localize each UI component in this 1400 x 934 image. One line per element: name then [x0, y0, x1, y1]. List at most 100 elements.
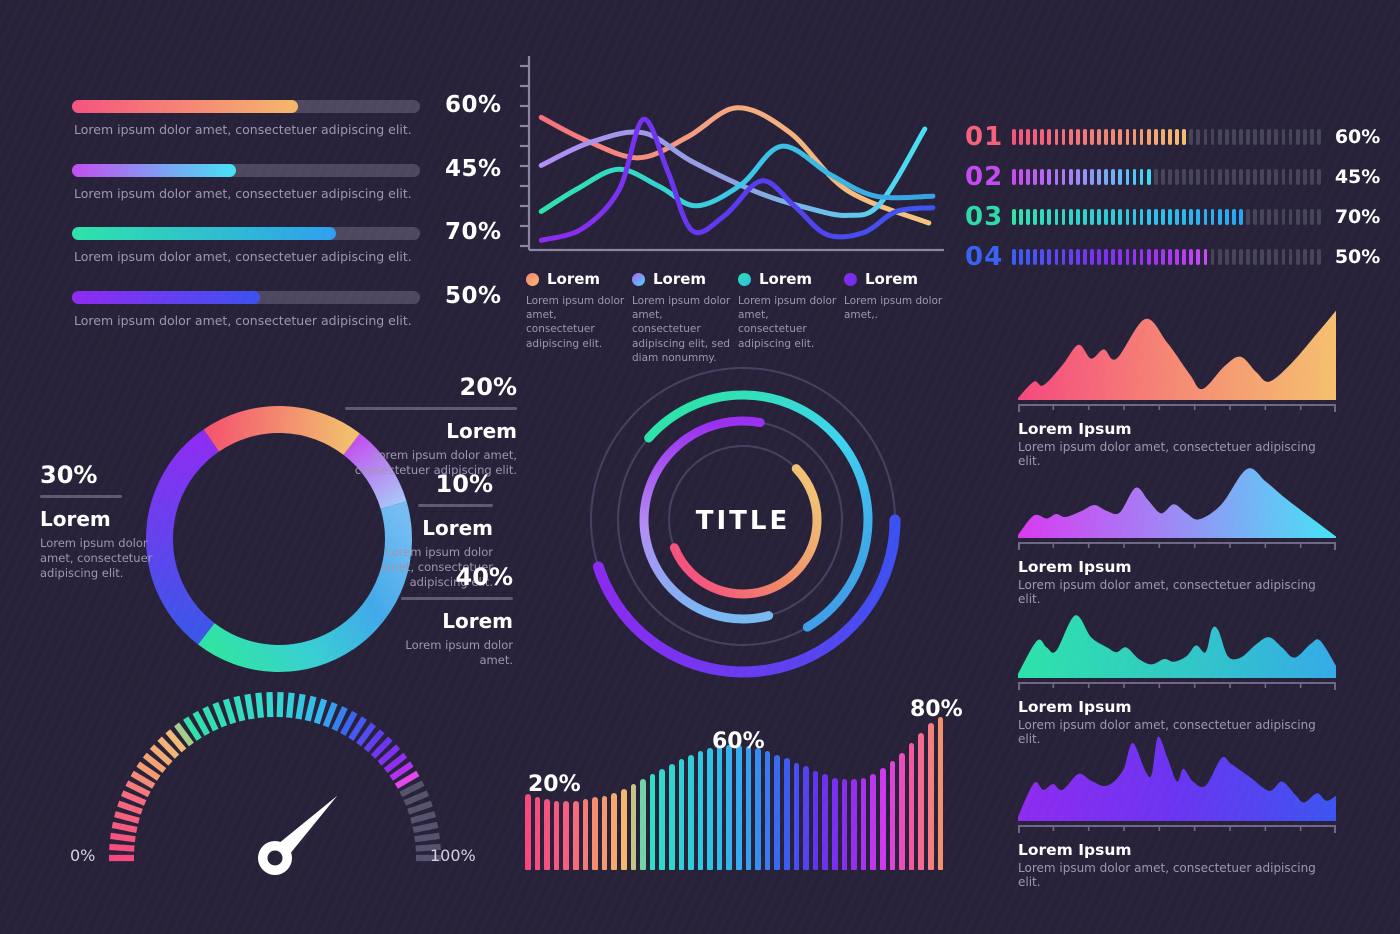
tick-off: [1260, 169, 1265, 185]
tick-on: [1068, 129, 1073, 145]
tick-on: [1033, 129, 1038, 145]
tick-on: [1153, 209, 1158, 225]
wave-bar: [870, 774, 876, 870]
progress-value: 50%: [445, 283, 502, 310]
progress-value: 45%: [445, 155, 502, 182]
gauge-tick: [149, 744, 173, 766]
tick-off: [1217, 169, 1222, 185]
label-divider: [401, 597, 513, 600]
tick-off: [1295, 209, 1300, 225]
tick-off: [1281, 129, 1286, 145]
gauge-min-label: 0%: [70, 846, 96, 865]
wave-bar: [601, 795, 608, 870]
tick-on: [1139, 129, 1144, 145]
area-chart-title: Lorem Ipsum: [1018, 558, 1132, 576]
tick-row: 04 50%: [965, 241, 1380, 273]
legend-desc: Lorem ipsum dolor amet, consectetuer adi…: [526, 295, 625, 350]
tick-on: [1175, 249, 1179, 265]
legend-title: Lorem: [865, 270, 919, 288]
tick-on: [1061, 169, 1066, 185]
radial-rings-panel: TITLE: [573, 350, 913, 690]
tick-row: 01 60%: [965, 121, 1380, 153]
donut-percent: 10%: [435, 470, 493, 498]
radial-rings-chart: [590, 367, 901, 678]
wave-bar: [544, 799, 550, 870]
legend-item-head: Lorem: [632, 270, 732, 288]
line-chart-legend: Lorem Lorem ipsum dolor amet, consectetue…: [526, 270, 950, 365]
gauge-tick: [244, 693, 255, 720]
tick-off: [1253, 249, 1257, 265]
bar-wave-bars: [525, 700, 944, 870]
gauge-tick: [276, 691, 284, 718]
tick-on: [1090, 169, 1094, 185]
gauge-tick: [142, 752, 167, 774]
progress-row: 60% Lorem ipsum dolor amet, consectetuer …: [72, 92, 572, 160]
wave-bar: [620, 789, 627, 870]
tick-on: [1111, 129, 1116, 145]
tick-off: [1260, 209, 1265, 225]
gauge-tick: [348, 716, 367, 741]
tick-row-value: 70%: [1334, 206, 1381, 228]
tick-off: [1203, 169, 1208, 185]
wave-bar: [716, 746, 723, 870]
tick-on: [1125, 249, 1130, 265]
tick-off: [1153, 169, 1158, 185]
tick-off: [1302, 249, 1307, 265]
gauge-tick: [407, 800, 433, 815]
tick-on: [1160, 249, 1165, 265]
tick-on: [1224, 209, 1229, 225]
tick-on: [1189, 209, 1194, 225]
tick-on: [1075, 129, 1080, 145]
wave-bar: [745, 746, 752, 870]
wave-bar: [572, 800, 579, 870]
tick-on: [1019, 169, 1023, 185]
gauge-tick: [415, 843, 441, 852]
tick-off: [1253, 129, 1257, 145]
tick-off: [1309, 129, 1314, 145]
gauge-tick: [192, 710, 210, 736]
wave-bar: [592, 797, 598, 870]
tick-off: [1288, 209, 1293, 225]
area-chart: [1018, 736, 1336, 833]
gauge-max-label: 100%: [430, 846, 476, 865]
tick-on: [1026, 169, 1030, 185]
tick-off: [1175, 169, 1179, 185]
area-chart-desc: Lorem ipsum dolor amet, consectetuer adi…: [1018, 718, 1316, 746]
gauge-tick: [412, 821, 439, 833]
wave-bar: [784, 757, 790, 870]
tick-off: [1246, 169, 1250, 185]
legend-dot-icon: [526, 272, 539, 286]
wave-bar: [764, 751, 771, 870]
tick-on: [1104, 169, 1109, 185]
tick-off: [1210, 249, 1215, 265]
tick-off: [1224, 249, 1229, 265]
tick-on: [1033, 249, 1038, 265]
tick-on: [1054, 209, 1059, 225]
donut-segment-30%: [146, 429, 220, 645]
gauge-tick: [255, 692, 264, 719]
tick-on: [1061, 209, 1066, 225]
tick-on: [1203, 209, 1208, 225]
wave-bar: [755, 747, 761, 870]
tick-on: [1026, 209, 1030, 225]
tick-on: [1168, 249, 1172, 265]
tick-on: [1125, 129, 1130, 145]
tick-off: [1317, 129, 1321, 145]
gauge-tick: [322, 701, 338, 728]
donut-segment-10%: [343, 433, 407, 510]
gauge-tick: [403, 790, 430, 806]
tick-off: [1182, 169, 1187, 185]
tick-off: [1288, 249, 1293, 265]
tick-row: 02 45%: [965, 161, 1380, 193]
tick-on: [1118, 249, 1123, 265]
area-chart-block: Lorem Ipsum Lorem ipsum dolor amet, conse…: [1018, 736, 1336, 889]
donut-label-desc: Lorem ipsum dolor amet, consectetuer adi…: [354, 448, 517, 477]
line-series-1: [538, 105, 932, 226]
tick-on: [1075, 249, 1080, 265]
progress-row: 50% Lorem ipsum dolor amet, consectetuer …: [72, 283, 572, 351]
gauge-tick: [114, 811, 140, 824]
tick-on: [1082, 209, 1087, 225]
tick-off: [1246, 129, 1250, 145]
tick-off: [1260, 249, 1265, 265]
gauge-tick: [109, 843, 135, 852]
